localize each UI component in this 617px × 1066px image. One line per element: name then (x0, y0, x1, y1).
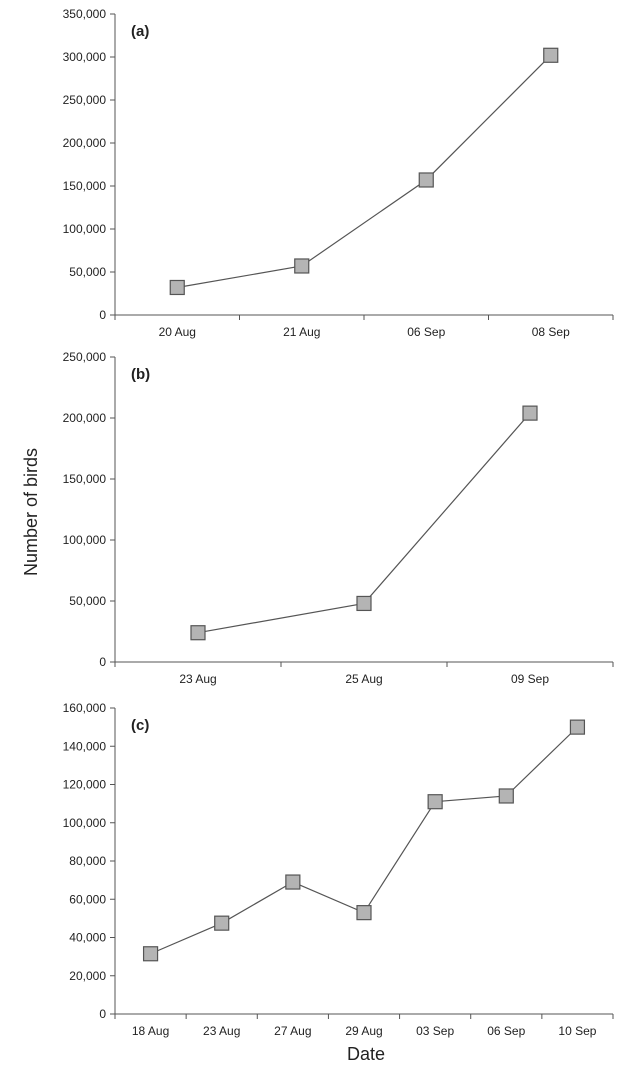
data-point (418, 172, 434, 188)
x-tick-label: 09 Sep (511, 672, 549, 686)
y-tick-label: 40,000 (69, 931, 106, 945)
y-tick-label: 80,000 (69, 854, 106, 868)
x-tick-label: 08 Sep (532, 325, 570, 339)
series-line (177, 54, 552, 289)
x-tick-label: 20 Aug (159, 325, 196, 339)
panel-label: (a) (131, 23, 149, 40)
data-point (214, 915, 230, 931)
x-tick-label: 18 Aug (132, 1024, 169, 1038)
data-point (522, 405, 538, 421)
data-point (169, 279, 185, 296)
data-point (498, 788, 514, 804)
x-tick-label: 29 Aug (345, 1024, 382, 1038)
y-tick-label: 140,000 (63, 739, 107, 753)
y-tick-label: 350,000 (63, 7, 107, 21)
y-tick-label: 120,000 (63, 778, 107, 792)
data-point (427, 794, 443, 810)
x-tick-label: 25 Aug (345, 672, 382, 686)
y-tick-label: 200,000 (63, 136, 107, 150)
y-tick-label: 0 (99, 308, 106, 322)
panel-label: (c) (131, 717, 149, 734)
y-tick-label: 150,000 (63, 472, 107, 486)
data-point (294, 258, 310, 274)
y-tick-label: 160,000 (63, 701, 107, 715)
chart-panel-3: 0 20,000 40,000 60,000 80,000 100,000 120,000 1… (63, 701, 614, 1038)
x-tick-label: 21 Aug (283, 325, 320, 339)
y-tick-label: 150,000 (63, 179, 107, 193)
panel-label: (b) (131, 366, 150, 383)
x-axis-title: Date (347, 1044, 385, 1064)
data-point (285, 874, 301, 890)
x-tick-label: 06 Sep (407, 325, 445, 339)
y-tick-label: 200,000 (63, 411, 107, 425)
y-tick-label: 100,000 (63, 222, 107, 236)
x-tick-label: 10 Sep (558, 1024, 596, 1038)
data-point (142, 946, 159, 962)
chart-panel-2: 0 50,000 100,000 150,000 200,000 250,000 23 Au… (63, 350, 614, 686)
chart-panels: 0 50,000 100,000 150,000 200,000 250,000 300,0… (63, 7, 614, 1038)
y-tick-label: 50,000 (69, 594, 106, 608)
y-tick-label: 0 (99, 655, 106, 669)
y-tick-label: 0 (99, 1007, 106, 1021)
data-point (356, 905, 372, 921)
y-tick-label: 100,000 (63, 816, 107, 830)
y-tick-label: 60,000 (69, 892, 106, 906)
y-tick-label: 300,000 (63, 50, 107, 64)
y-tick-label: 100,000 (63, 533, 107, 547)
data-point (569, 719, 586, 735)
y-tick-label: 250,000 (63, 93, 107, 107)
x-tick-label: 06 Sep (487, 1024, 525, 1038)
x-tick-label: 23 Aug (179, 672, 216, 686)
x-tick-label: 23 Aug (203, 1024, 240, 1038)
y-tick-label: 250,000 (63, 350, 107, 364)
y-axis-title: Number of birds (21, 448, 41, 576)
y-tick-label: 50,000 (69, 265, 106, 279)
data-point (190, 625, 206, 641)
x-tick-label: 27 Aug (274, 1024, 311, 1038)
data-point (356, 595, 372, 612)
x-tick-label: 03 Sep (416, 1024, 454, 1038)
chart-panel-1: 0 50,000 100,000 150,000 200,000 250,000 300,0… (63, 7, 614, 339)
data-point (543, 47, 559, 63)
y-tick-label: 20,000 (69, 969, 106, 983)
